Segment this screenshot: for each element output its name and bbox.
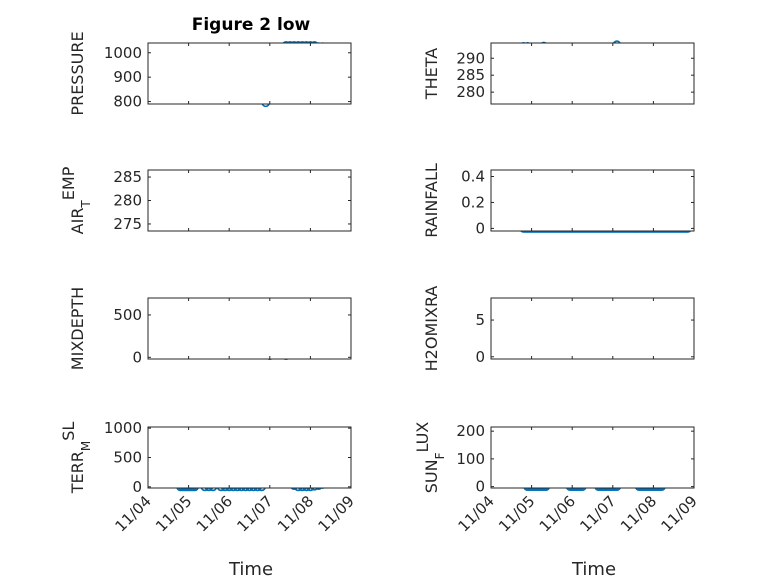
axes-frame bbox=[490, 297, 695, 360]
y-tick-label: 280 bbox=[456, 83, 485, 101]
y-tick-label: 285 bbox=[113, 168, 142, 186]
y-axis-label: PRESSURE bbox=[68, 31, 87, 115]
axes-frame bbox=[490, 426, 695, 489]
x-tick-label: 11/08 bbox=[274, 492, 317, 535]
x-tick-label: 11/05 bbox=[495, 492, 538, 535]
y-tick-label: 280 bbox=[113, 192, 142, 210]
axes-frame bbox=[147, 42, 352, 105]
x-tick-label: 11/04 bbox=[112, 492, 155, 535]
subplot-mixdepth: 0 500 MIXDEPTH bbox=[68, 287, 352, 370]
y-tick-label: 500 bbox=[113, 449, 142, 467]
subplot-pressure: 800 900 1000 PRESSURE bbox=[68, 31, 352, 116]
axes-frame bbox=[490, 42, 695, 105]
x-tick-label: 11/06 bbox=[536, 492, 579, 535]
x-tick-label: 11/08 bbox=[617, 492, 660, 535]
y-tick-label: 1000 bbox=[104, 44, 142, 62]
y-axis-label: RAINFALL bbox=[422, 163, 441, 238]
y-tick-label: 275 bbox=[113, 215, 142, 233]
y-tick-label: 0.4 bbox=[461, 167, 485, 185]
x-tick-label: 11/07 bbox=[233, 492, 276, 535]
y-tick-label: 285 bbox=[456, 66, 485, 84]
y-axis-label: MIXDEPTH bbox=[68, 287, 87, 370]
subplot-rainfall: 0 0.2 0.4 RAINFALL bbox=[422, 163, 695, 238]
figure-title: Figure 2 low bbox=[192, 15, 311, 35]
y-tick-label: 0 bbox=[475, 219, 485, 237]
y-tick-label: 0 bbox=[475, 478, 485, 496]
y-tick-label: 100 bbox=[456, 450, 485, 468]
subplot-h2omixra: 0 5 H2OMIXRA bbox=[422, 286, 695, 372]
axes-frame bbox=[490, 169, 695, 232]
x-tick-label: 11/07 bbox=[576, 492, 619, 535]
subplot-air_temp: 275 280 285 AIRTEMP bbox=[59, 166, 352, 234]
x-axis-label-right: Time bbox=[571, 559, 616, 580]
y-axis-label: TERRMSL bbox=[59, 422, 94, 495]
y-tick-label: 200 bbox=[456, 422, 485, 440]
y-tick-label: 0 bbox=[132, 348, 142, 366]
x-tick-label: 11/06 bbox=[193, 492, 236, 535]
y-tick-label: 290 bbox=[456, 49, 485, 67]
y-axis-label: THETA bbox=[422, 48, 441, 100]
x-tick-label: 11/05 bbox=[152, 492, 195, 535]
y-tick-label: 800 bbox=[113, 93, 142, 111]
y-axis-label: AIRTEMP bbox=[59, 166, 94, 234]
x-tick-label: 11/09 bbox=[658, 492, 701, 535]
x-tick-label: 11/04 bbox=[455, 492, 498, 535]
y-tick-label: 5 bbox=[475, 311, 485, 329]
y-axis-label: SUNFLUX bbox=[413, 422, 448, 494]
y-tick-label: 0 bbox=[475, 348, 485, 366]
axes-frame bbox=[147, 297, 352, 360]
y-tick-label: 0 bbox=[132, 478, 142, 496]
axes-frame bbox=[147, 426, 352, 489]
axes-frame bbox=[147, 169, 352, 232]
x-tick-label: 11/09 bbox=[315, 492, 358, 535]
x-axis-label-left: Time bbox=[228, 559, 273, 580]
y-tick-label: 900 bbox=[113, 68, 142, 86]
y-tick-label: 0.2 bbox=[461, 193, 485, 211]
y-tick-label: 500 bbox=[113, 306, 142, 324]
y-tick-label: 1000 bbox=[104, 419, 142, 437]
y-axis-label: H2OMIXRA bbox=[422, 286, 441, 372]
